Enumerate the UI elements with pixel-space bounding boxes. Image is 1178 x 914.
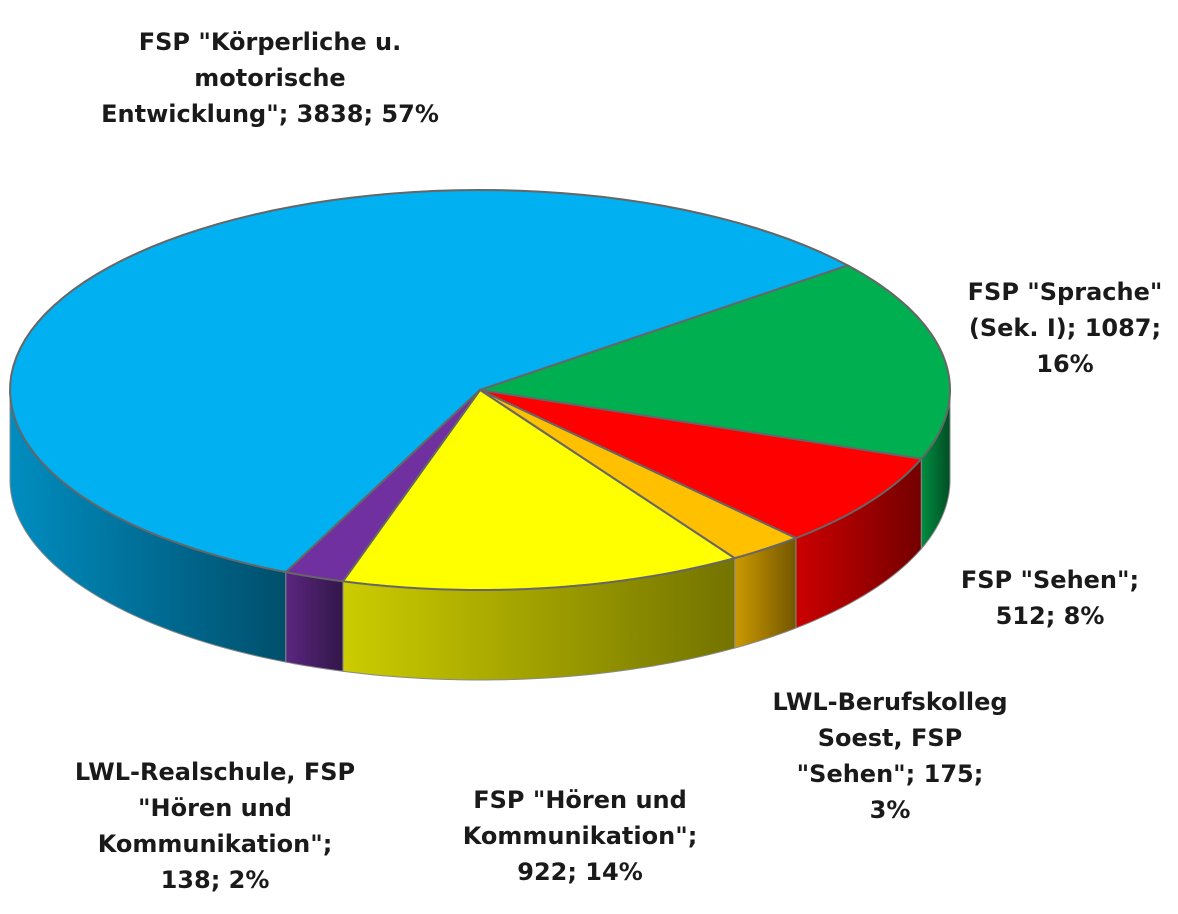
slice: [341, 388, 737, 591]
label-line: "Hören und: [138, 794, 292, 822]
slice: [9, 189, 851, 574]
slice-side: [285, 571, 344, 672]
label-line: Kommunikation";: [463, 822, 698, 850]
data-label: FSP "Sehen"; 512; 8%: [961, 566, 1139, 630]
label-line: 512; 8%: [996, 602, 1105, 630]
slice: [479, 389, 799, 560]
slice: [479, 264, 951, 460]
label-line: FSP "Körperliche u.: [139, 28, 402, 56]
label-line: FSP "Sehen";: [961, 566, 1139, 594]
label-line: 922; 14%: [517, 858, 643, 886]
data-label: FSP "Körperliche u. motorische Entwicklung…: [101, 28, 439, 128]
data-label: LWL-Realschule, FSP "Hören und Kommunikati…: [75, 758, 355, 894]
data-label: FSP "Hören und Kommunikation"; 922; 14%: [463, 786, 698, 886]
label-line: FSP "Hören und: [473, 786, 687, 814]
label-line: LWL-Realschule, FSP: [75, 758, 355, 786]
label-line: Entwicklung"; 3838; 57%: [101, 100, 439, 128]
label-line: (Sek. I); 1087;: [969, 314, 1161, 342]
slice: [479, 389, 924, 540]
label-line: 138; 2%: [161, 866, 270, 894]
label-line: 16%: [1036, 350, 1093, 378]
label-line: LWL-Berufskolleg: [772, 688, 1007, 716]
label-line: motorische: [194, 64, 345, 92]
label-line: Soest, FSP: [818, 724, 963, 752]
label-line: FSP "Sprache": [968, 278, 1163, 306]
label-line: 3%: [870, 796, 911, 824]
label-line: "Sehen"; 175;: [797, 760, 984, 788]
data-label: FSP "Sprache" (Sek. I); 1087; 16%: [968, 278, 1163, 378]
label-line: Kommunikation";: [98, 830, 333, 858]
slice: [283, 389, 481, 583]
data-label: LWL-Berufskolleg Soest, FSP "Sehen"; 175; 3…: [772, 688, 1007, 824]
